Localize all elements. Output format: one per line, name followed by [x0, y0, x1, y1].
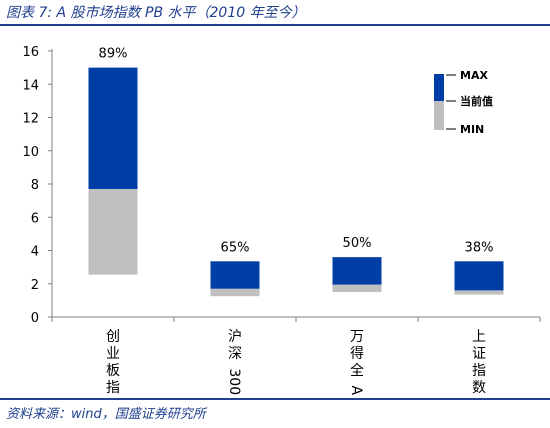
y-tick-label: 8	[31, 178, 39, 193]
category-label: 沪	[228, 329, 242, 345]
y-tick-label: 12	[22, 112, 39, 127]
legend-current-label: 当前值	[460, 94, 493, 108]
y-tick-label: 2	[31, 278, 39, 293]
bar-upper-segment	[332, 257, 382, 285]
bar-upper-segment	[88, 67, 138, 189]
legend-min-label: MIN	[460, 123, 484, 136]
category-label: 指	[472, 363, 486, 379]
category-label: 指	[106, 380, 120, 396]
category-label: 数	[472, 380, 486, 396]
legend-lower-swatch	[434, 101, 444, 130]
y-tick-label: 4	[31, 245, 39, 260]
source-note: 资料来源：wind，国盛证券研究所	[6, 407, 206, 422]
category-label: 上	[472, 329, 486, 345]
category-label: 业	[106, 346, 120, 362]
y-tick-label: 14	[22, 78, 39, 93]
category-label: 证	[472, 346, 486, 362]
category-label: 万	[350, 329, 364, 345]
category-label: 全	[350, 362, 364, 379]
title-divider	[0, 24, 550, 26]
figure-title: 图表 7: A 股市场指数 PB 水平（2010 年至今）	[6, 5, 306, 21]
y-tick-label: 0	[31, 311, 39, 326]
source-divider	[0, 398, 550, 400]
bar-lower-segment	[332, 284, 382, 293]
legend-max-label: MAX	[460, 69, 488, 82]
percentile-label: 89%	[99, 47, 128, 62]
percentile-label: 38%	[465, 240, 494, 255]
bar-upper-segment	[210, 261, 260, 289]
y-tick-label: 6	[31, 211, 39, 226]
y-tick-label: 10	[22, 145, 39, 160]
category-label: 得	[350, 345, 364, 362]
bar-lower-segment	[454, 290, 504, 295]
bar-lower-segment	[88, 188, 138, 275]
bar-upper-segment	[454, 261, 504, 291]
category-label: 板	[106, 363, 120, 379]
y-tick-label: 16	[22, 45, 39, 60]
bar-lower-segment	[210, 288, 260, 297]
category-label: A	[348, 385, 364, 395]
percentile-label: 50%	[343, 236, 372, 251]
legend-upper-swatch	[434, 74, 444, 101]
category-label: 深	[228, 346, 242, 362]
percentile-label: 65%	[221, 240, 250, 255]
category-label: 300	[226, 368, 242, 395]
category-label: 创	[106, 329, 120, 345]
